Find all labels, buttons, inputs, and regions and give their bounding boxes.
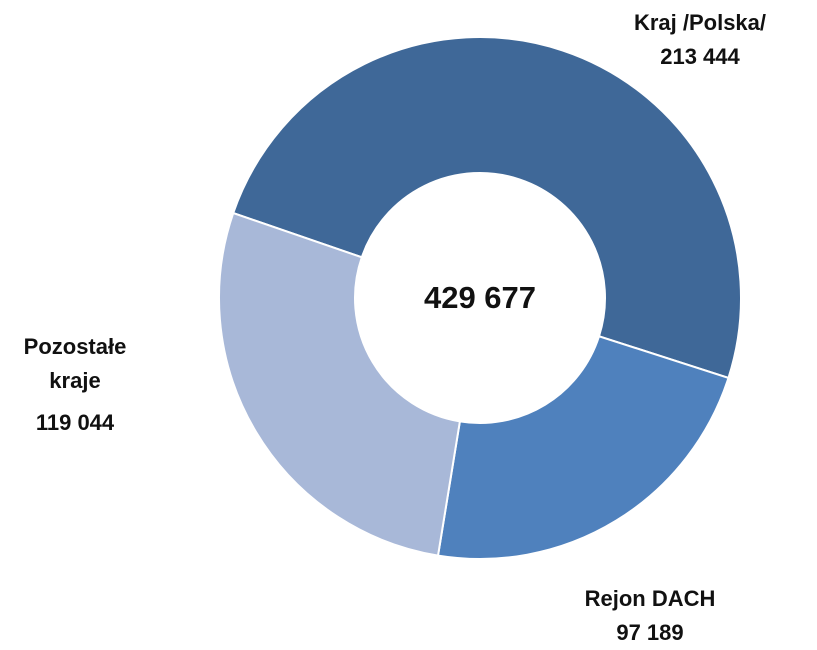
value-label: 119 044 [35,410,115,435]
category-label: Pozostałe kraje [23,334,127,393]
category-label: Kraj /Polska/ [633,10,767,35]
category-label: Rejon DACH [584,586,716,611]
value-label: 213 444 [660,44,740,69]
center-label: 429 677 [423,280,537,315]
donut-slice [231,36,742,380]
donut-slice [218,211,462,557]
donut-slice [436,335,730,560]
value-label: 97 189 [616,620,684,645]
